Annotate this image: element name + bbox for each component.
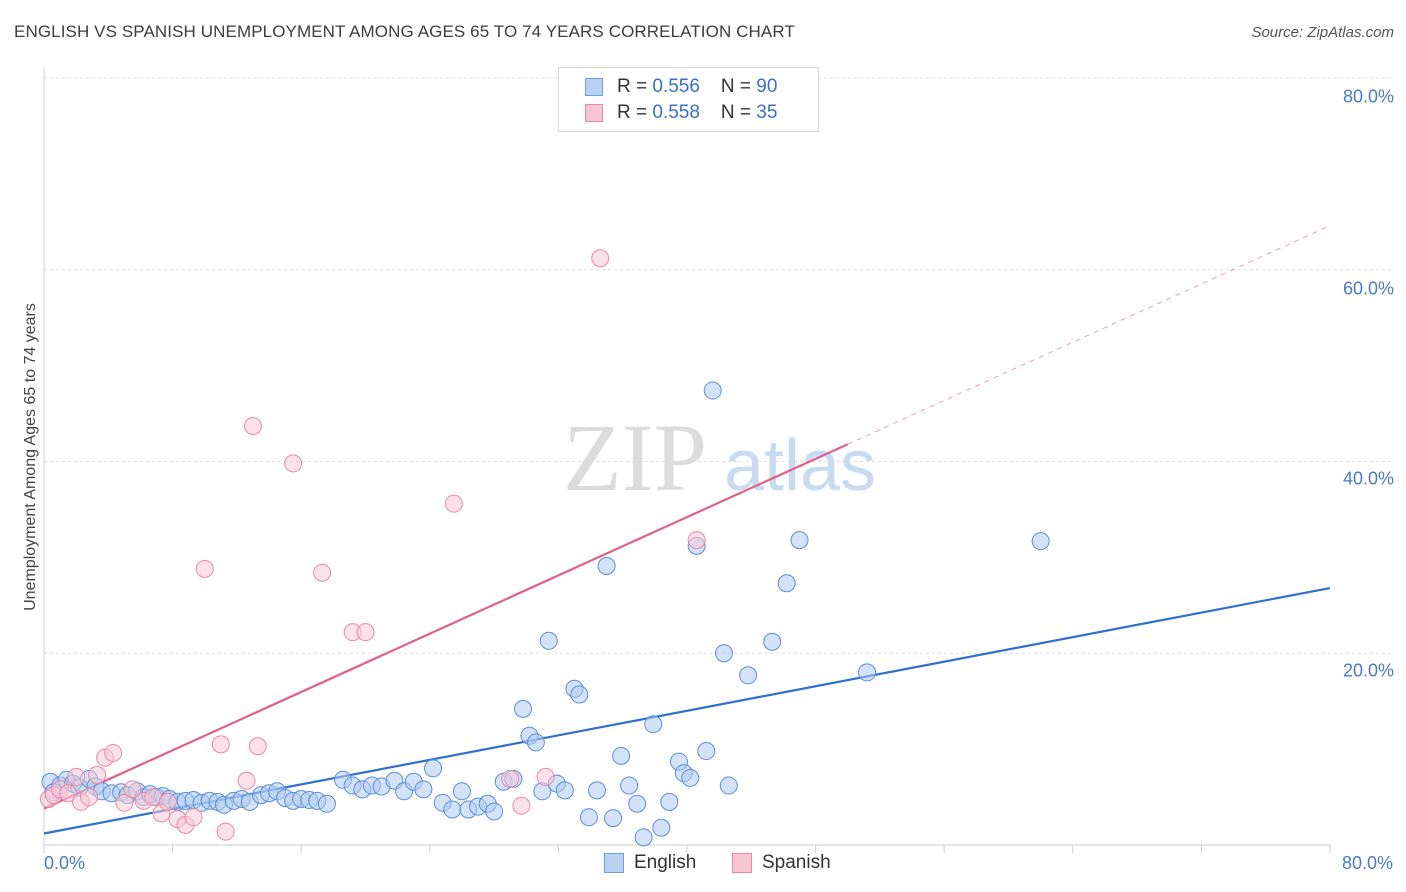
spanish-point [243,417,262,436]
r-label: R = [617,102,653,123]
english-point [660,792,679,811]
spanish-trend-line [43,443,849,810]
spanish-point [88,766,107,785]
spanish-legend-swatch [732,853,752,873]
axes [43,68,1331,853]
english-point [555,781,574,800]
watermark-zip: ZIP [563,404,707,511]
spanish-point [195,559,214,578]
n-label: N = [720,102,757,123]
r-label: R = [617,76,653,97]
spanish-point [356,623,375,642]
english-point [579,808,598,827]
x-tick-label-min: 0.0% [44,853,86,873]
english-point [628,794,647,813]
english-point [570,685,589,704]
english-point [485,802,504,821]
spanish-point [80,788,99,807]
x-tick-label-max: 80.0% [1341,853,1393,873]
english-point [652,818,671,837]
spanish-points [39,249,706,841]
spanish-point [687,531,706,550]
legend-row-english: R = 0.556 N = 90 [585,74,777,100]
spanish-point [512,796,531,815]
spanish-point [115,793,134,812]
english-legend-swatch [604,853,624,873]
english-point [414,780,433,799]
source-label: Source: ZipAtlas.com [1251,24,1394,41]
spanish-point [237,771,256,790]
english-r-value: 0.556 [652,76,700,97]
english-point [604,809,623,828]
y-tick-label-40: 40.0% [1342,468,1394,489]
y-tick-label-20: 20.0% [1342,660,1394,681]
spanish-point [216,822,235,841]
legend-spanish[interactable]: Spanish [732,852,831,874]
english-legend-label: English [634,852,697,873]
spanish-point [123,780,142,799]
spanish-n-value: 35 [756,102,778,123]
spanish-r-value: 0.558 [652,102,700,123]
watermark: ZIP atlas [563,404,876,511]
english-point [526,733,545,752]
spanish-legend-label: Spanish [762,852,831,873]
english-point [452,782,471,801]
english-point [443,800,462,819]
spanish-point [184,808,203,827]
english-point [424,759,443,778]
english-point [1031,532,1050,551]
spanish-swatch [585,104,603,122]
y-axis-label: Unemployment Among Ages 65 to 74 years [22,303,39,611]
english-point [681,768,700,787]
y-tick-label-60: 60.0% [1342,278,1394,299]
grid [44,77,1392,654]
english-point [597,557,616,576]
spanish-point [104,743,123,762]
english-point [620,776,639,795]
english-point [539,631,558,650]
spanish-trend-extension [847,225,1331,445]
legend-english[interactable]: English [604,852,696,874]
english-point [703,381,722,400]
english-point [763,632,782,651]
spanish-point [536,767,555,786]
english-point [514,699,533,718]
spanish-point [211,735,230,754]
n-label: N = [720,76,757,97]
english-point [634,828,653,847]
english-n-value: 90 [756,76,778,97]
english-point [777,574,796,593]
chart-title: ENGLISH VS SPANISH UNEMPLOYMENT AMONG AG… [14,22,795,41]
spanish-point [67,767,86,786]
english-swatch [585,78,603,96]
english-point [317,794,336,813]
y-tick-label-80: 80.0% [1342,86,1394,107]
spanish-point [591,249,610,268]
spanish-point [59,784,78,803]
english-point [858,663,877,682]
legend-row-spanish: R = 0.558 N = 35 [585,100,777,126]
spanish-point [248,737,267,756]
english-point [697,742,716,761]
spanish-point [158,792,177,811]
english-point [587,781,606,800]
english-points [41,381,1050,847]
spanish-point [501,769,520,788]
trend-lines [43,225,1331,835]
english-point [739,666,758,685]
spanish-point [444,494,463,513]
english-point [714,644,733,663]
spanish-point [284,454,303,473]
spanish-point [313,563,332,582]
english-point [612,746,631,765]
stats-legend: R = 0.556 N = 90 R = 0.558 N = 35 [558,67,819,132]
english-point [644,715,663,734]
english-point [719,776,738,795]
english-point [790,531,809,550]
